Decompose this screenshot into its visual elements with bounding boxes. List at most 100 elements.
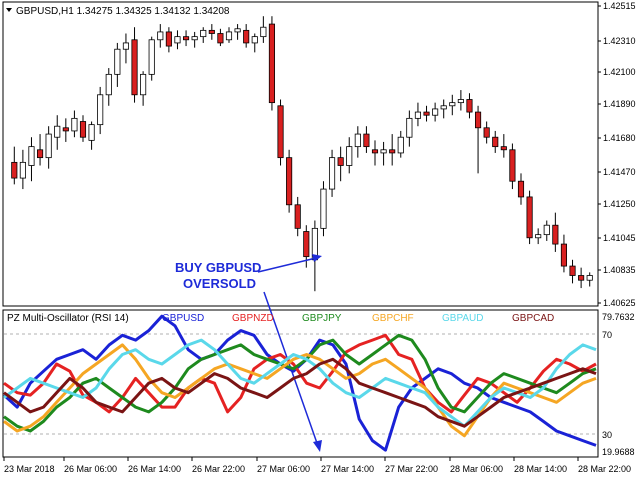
price-label: 1.41045: [603, 233, 636, 243]
candle-body-bear: [268, 23, 276, 104]
candle: [500, 134, 507, 158]
candle-body-bear: [131, 39, 138, 96]
legend-gbpusd: GBPUSD: [162, 313, 204, 324]
candle: [251, 33, 258, 53]
candle: [286, 149, 293, 213]
candle-body-bull: [586, 275, 593, 281]
candle: [560, 234, 568, 273]
candle-body-bear: [509, 149, 516, 182]
candle: [371, 140, 379, 166]
legend-gbpcad: GBPCAD: [512, 313, 554, 324]
candle-body-bear: [423, 111, 430, 116]
oscillator-scale-bottom: 19.9688: [602, 447, 635, 457]
candle-body-bull: [457, 99, 464, 104]
candle: [337, 146, 344, 182]
price-label: 1.42515: [603, 1, 636, 11]
candle-body-bear: [182, 36, 190, 41]
time-label: 26 Mar 22:00: [192, 464, 245, 474]
candle: [268, 16, 276, 111]
candle-body-bull: [354, 133, 361, 148]
candle-body-bull: [54, 125, 61, 138]
dropdown-triangle-icon[interactable]: [6, 8, 12, 12]
candle-body-bull: [114, 48, 121, 75]
candle-body-bull: [320, 188, 327, 229]
main-chart-title: GBPUSD,H1 1.34275 1.34325 1.34132 1.3420…: [16, 6, 230, 17]
price-label: 1.41680: [603, 133, 636, 143]
candle: [457, 90, 464, 111]
candle-body-bull: [380, 149, 387, 154]
candle-body-bull: [251, 36, 258, 44]
candle-body-bear: [243, 29, 250, 44]
candle-body-bear: [277, 105, 284, 159]
candle: [543, 220, 550, 241]
candle: [474, 105, 482, 174]
candle-body-bull: [543, 224, 550, 236]
price-label: 1.40625: [603, 298, 636, 308]
candle: [552, 212, 559, 252]
candle-body-bull: [260, 26, 267, 38]
candle: [148, 36, 155, 81]
price-label: 1.41470: [603, 167, 636, 177]
annotation-line-1: BUY GBPUSD: [175, 260, 261, 275]
candle: [277, 99, 284, 166]
oscillator-line-gbpjpy: [3, 333, 597, 433]
candle: [432, 102, 439, 122]
candle-body-bull: [535, 234, 542, 239]
candle-body-bull: [397, 136, 404, 154]
candle-body-bear: [303, 231, 310, 258]
candle-body-bull: [225, 31, 233, 41]
candle: [19, 149, 26, 190]
candle: [483, 121, 490, 144]
candle: [88, 121, 95, 150]
candle-body-bull: [414, 111, 422, 119]
candle: [380, 141, 387, 166]
time-label: 28 Mar 14:00: [514, 464, 567, 474]
oscillator-scale-top: 79.7632: [602, 312, 635, 322]
candle-body-bear: [560, 243, 568, 267]
time-axis-ticks: [3, 457, 579, 461]
time-axis: 23 Mar 2018 26 Mar 06:00 26 Mar 14:00 26…: [4, 464, 631, 474]
candle-body-bear: [517, 180, 525, 198]
candle-body-bear: [79, 121, 87, 138]
candle-body-bear: [578, 275, 585, 281]
candle: [62, 118, 69, 142]
candle-body-bull: [234, 28, 241, 33]
candle: [28, 137, 35, 182]
candlestick-series: [11, 16, 593, 292]
time-label: 26 Mar 06:00: [64, 464, 117, 474]
candle: [36, 134, 44, 166]
candle: [122, 33, 130, 64]
candle-body-bear: [389, 149, 396, 154]
oscillator-level-30: 30: [602, 430, 612, 440]
candle-body-bull: [200, 29, 207, 38]
candle-body-bull: [432, 108, 439, 116]
candle: [79, 115, 87, 142]
candle: [449, 94, 456, 116]
candle-body-bear: [294, 204, 301, 229]
price-label: 1.42310: [603, 36, 636, 46]
main-chart-frame: [2, 1, 599, 307]
candle-body-bear: [466, 99, 473, 113]
candle-body-bull: [97, 94, 104, 126]
time-label: 23 Mar 2018: [4, 464, 55, 474]
candle: [217, 28, 224, 47]
price-label: 1.42100: [603, 67, 636, 77]
oscillator-title: PZ Multi-Oscillator (RSI 14): [7, 313, 129, 324]
legend-gbpnzd: GBPNZD: [232, 313, 274, 324]
price-label: 1.41890: [603, 99, 636, 109]
candle-body-bear: [11, 161, 18, 179]
time-label: 26 Mar 14:00: [128, 464, 181, 474]
candle: [569, 259, 576, 284]
price-label: 1.40835: [603, 265, 636, 275]
candle: [165, 27, 172, 53]
candle: [234, 24, 241, 40]
candle: [131, 27, 138, 103]
candle-body-bull: [122, 42, 130, 50]
candle-body-bull: [148, 39, 155, 75]
candle: [346, 137, 353, 174]
candle: [200, 27, 207, 43]
time-label: 27 Mar 06:00: [257, 464, 310, 474]
candle-body-bear: [492, 136, 499, 148]
